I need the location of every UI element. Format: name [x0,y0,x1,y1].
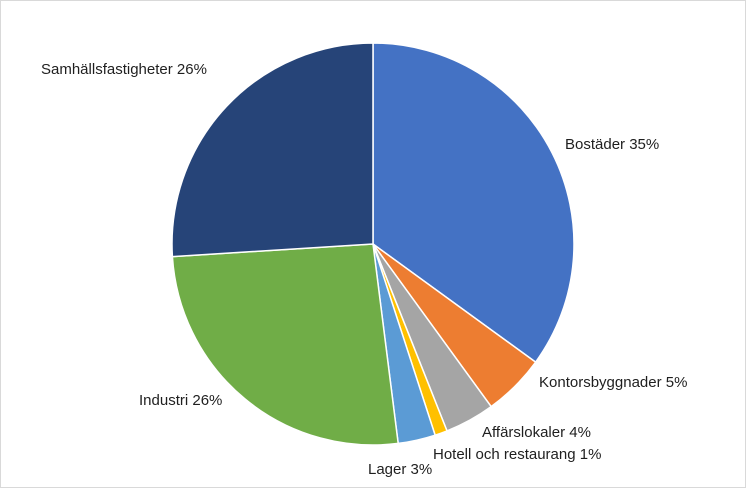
slice-label-kontorsbyggnader: Kontorsbyggnader 5% [539,374,687,391]
slice-label-industri: Industri 26% [139,392,222,409]
pie-slices [171,42,575,446]
slice-label-affarslokaler: Affärslokaler 4% [482,424,591,441]
slice-label-hotell-och-restaurang: Hotell och restaurang 1% [433,446,601,463]
pie-slice-industri [171,243,399,446]
slice-label-lager: Lager 3% [368,461,432,478]
pie-slice-samhallsfastigheter [171,42,374,258]
slice-label-bostader: Bostäder 35% [565,136,659,153]
pie-labels: Bostäder 35% Kontorsbyggnader 5% Affärsl… [41,61,687,478]
slice-label-samhallsfastigheter: Samhällsfastigheter 26% [41,61,207,78]
pie-slice-bostader [372,42,575,363]
